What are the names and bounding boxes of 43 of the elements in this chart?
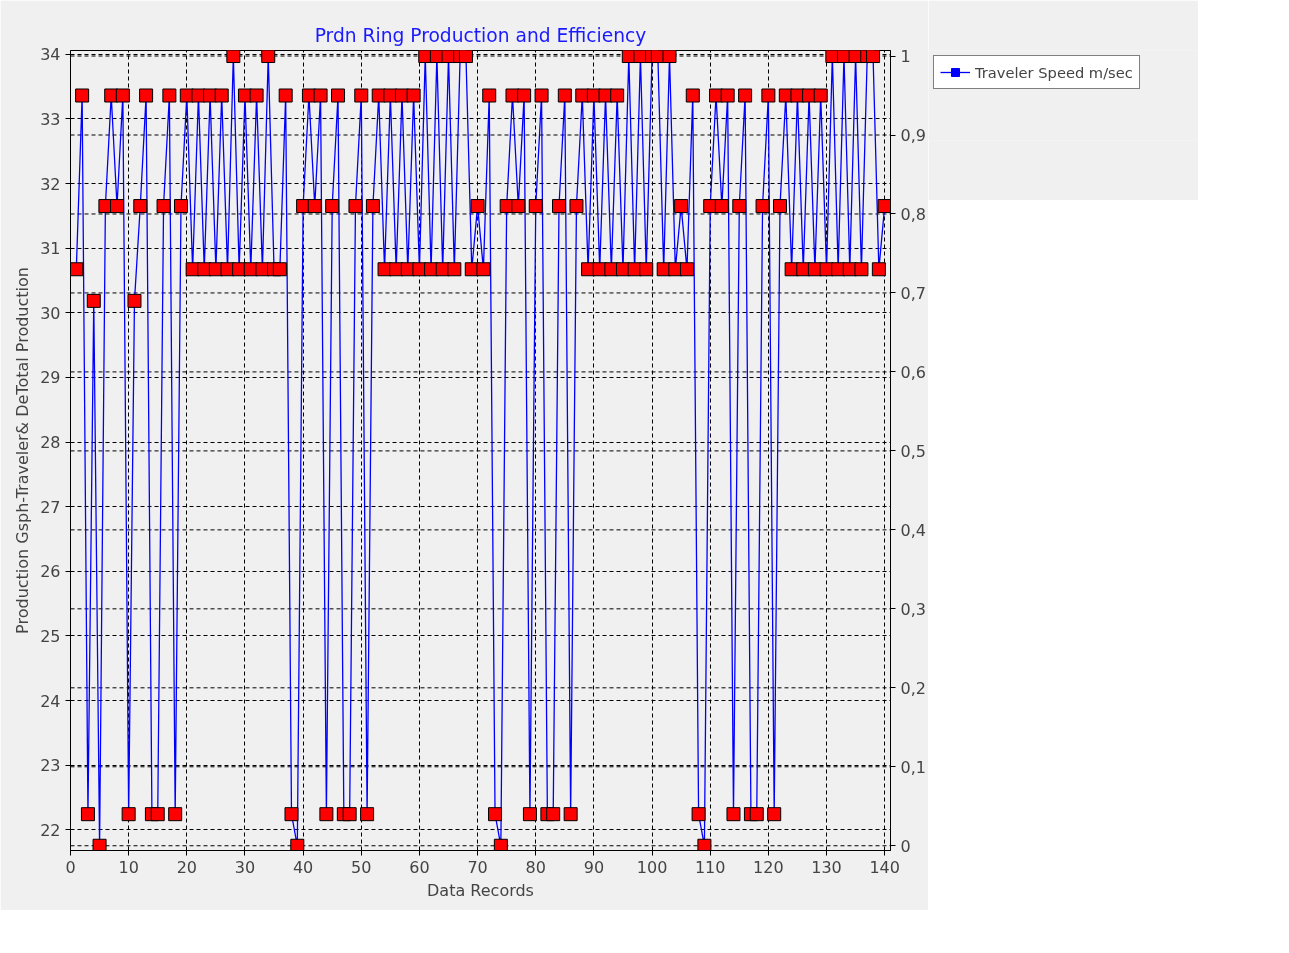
y-tick-label: 24 [40, 691, 61, 711]
x-tick-label: 0 [65, 857, 76, 877]
x-tick-label: 10 [118, 857, 139, 877]
x-tick-label: 80 [525, 857, 546, 877]
y-tick-label: 32 [40, 174, 61, 194]
y-tick-label: 29 [40, 368, 61, 388]
y-tick-label: 26 [40, 562, 61, 582]
y-axis-title: Production Gsph-Traveler& DeTotal Production [13, 267, 33, 634]
y-tick-label: 27 [40, 497, 61, 517]
y-tick-label: 33 [40, 110, 61, 129]
y-tick-label: 30 [40, 303, 61, 323]
x-axis-title: Data Records [427, 880, 534, 900]
y-tick-label: 25 [40, 626, 61, 646]
y2-tick-label: 0,7 [900, 283, 926, 303]
y-tick-label: 31 [40, 239, 61, 259]
y2-tick-label: 0,9 [900, 126, 926, 145]
chart-title: Prdn Ring Production and Efficiency [314, 24, 647, 46]
y-tick-label: 28 [40, 433, 61, 453]
y2-tick-label: 0,5 [900, 441, 926, 461]
y2-tick-label: 0,6 [900, 362, 926, 382]
y-tick-label: 23 [40, 756, 61, 776]
y2-tick-label: 0,8 [900, 204, 926, 224]
x-tick-label: 130 [811, 857, 842, 877]
x-tick-label: 100 [636, 857, 668, 877]
x-tick-label: 70 [467, 857, 488, 877]
y2-tick-label: 0,4 [900, 520, 926, 540]
x-tick-label: 90 [583, 857, 605, 877]
y-tick-label: 22 [40, 820, 61, 840]
x-tick-label: 40 [292, 857, 314, 877]
y2-tick-label: 0,1 [900, 757, 926, 777]
x-tick-label: 120 [753, 857, 784, 877]
y2-tick-label: 1 [900, 47, 911, 67]
y2-tick-label: 0,3 [900, 599, 926, 619]
x-tick-label: 50 [351, 857, 372, 877]
x-tick-label: 110 [694, 857, 726, 877]
x-tick-label: 60 [409, 857, 430, 877]
y-tick-label: 34 [40, 45, 61, 65]
x-tick-label: 20 [176, 857, 197, 877]
legend-label: Traveler Speed m/sec [975, 63, 1133, 81]
y2-tick-label: 0 [900, 836, 911, 856]
x-tick-label: 140 [869, 857, 900, 877]
x-tick-label: 30 [234, 857, 256, 877]
y2-tick-label: 0,2 [900, 678, 926, 698]
